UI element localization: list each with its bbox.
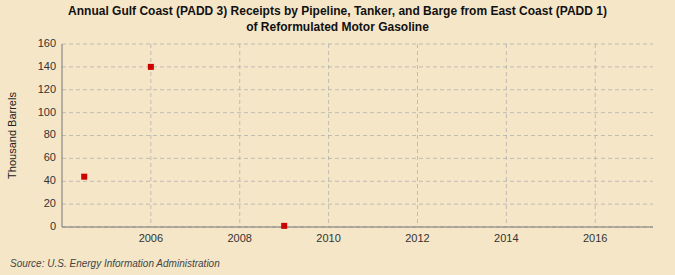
x-grid-line [417,44,418,227]
y-tick-label: 120 [38,83,56,95]
x-grid-line [328,44,329,227]
title: Annual Gulf Coast (PADD 3) Receipts by P… [68,4,607,34]
x-tick-label: 2008 [228,232,252,244]
x-tick-label: 2012 [405,232,429,244]
x-tick-label: 2010 [316,232,340,244]
points [81,64,287,229]
x-grid-line [239,44,240,227]
chart-container: 0 20 40 60 80 100 120 140 160 2006 2008 2010 2012 201… [0,0,675,275]
y-tick-label: 160 [38,37,56,49]
x-grid-line [595,44,596,227]
y-tick-label: 40 [44,174,56,186]
x-grid-line [150,44,151,227]
y-tick-label: 60 [44,151,56,163]
y-tick-label: 100 [38,106,56,118]
y-tick-label: 20 [44,197,56,209]
point [81,174,87,180]
y-tick-label: 80 [44,128,56,140]
point [148,64,154,70]
grid [62,44,653,227]
point [281,223,287,229]
y-grid-line [62,204,653,205]
x-tick-label: 2006 [139,232,163,244]
chart: 0 20 40 60 80 100 120 140 160 2006 2008 2010 2012 201… [0,0,675,275]
x-tick-label: 2016 [583,232,607,244]
x-axis-line [62,227,653,228]
y-tick-label: 0 [50,220,56,232]
source-note: Source: U.S. Energy Information Administ… [10,258,220,269]
x-tick-label: 2014 [494,232,518,244]
x-grid-line [506,44,507,227]
y-grid-line [62,227,653,228]
y-grid-line [62,112,653,113]
y-axis-line [62,44,63,227]
y-axis-label: Thousand Barrels [6,92,18,179]
y-tick-label: 140 [38,60,56,72]
